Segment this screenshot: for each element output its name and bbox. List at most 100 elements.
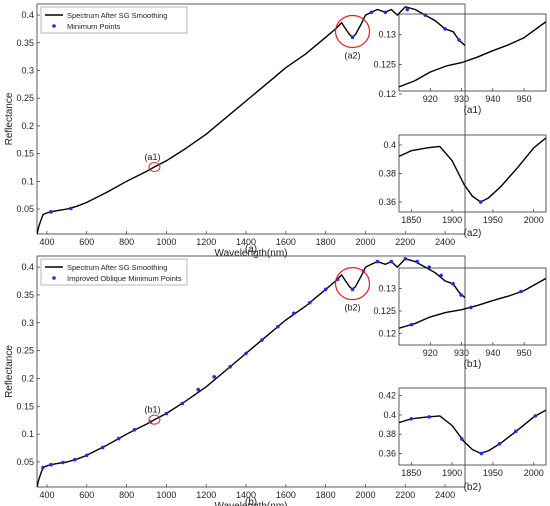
- legend-marker-swatch-a: [52, 24, 56, 28]
- y-tick-label-b1-2: 0.13: [378, 283, 396, 293]
- data-point-b-1-28: [439, 273, 443, 278]
- axes-frame-b: [36, 255, 466, 488]
- data-point-b-1-1: [49, 462, 53, 467]
- data-point-b-1-18: [307, 300, 312, 305]
- series-line-a2-0: [399, 137, 546, 203]
- data-point-a-1-4: [383, 10, 388, 15]
- y-tick-label-a-4: 0.25: [16, 93, 34, 103]
- x-tick-label-b2-1950: 1950: [483, 468, 503, 478]
- panel-a2: 1850 1900 1950 2000 0.36 0.38 0.4 (a2): [378, 134, 547, 239]
- panel-b: 400 600 800 1000 1200 1400 1600 1800 2000 2200 240…: [4, 255, 466, 506]
- axes-frame-b1: [398, 267, 547, 346]
- data-point-b1-1-1: [469, 305, 473, 310]
- data-point-b-1-12: [212, 374, 216, 379]
- data-point-a-1-5: [405, 7, 410, 12]
- x-tick-label-b-2000: 2000: [355, 490, 375, 500]
- data-point-a-1-0: [49, 210, 53, 214]
- y-tick-label-b1-1: 0.125: [373, 306, 396, 316]
- y-tick-label-a-3: 0.2: [21, 121, 34, 131]
- series-line-a1-0: [399, 21, 546, 88]
- data-point-b-1-17: [292, 311, 296, 316]
- y-axis-label-b: Reflectance: [4, 345, 15, 398]
- x-tick-label-a-1200: 1200: [196, 237, 216, 247]
- x-tick-label-b1-930: 930: [454, 348, 469, 358]
- data-point-b-1-26: [415, 259, 420, 264]
- data-point-b1-1-2: [519, 289, 523, 294]
- data-point-b-1-29: [451, 282, 455, 286]
- annotation-label-b-0: (b1): [144, 405, 160, 415]
- data-point-b2-1-5: [513, 429, 518, 434]
- data-point-b-1-0: [41, 465, 45, 470]
- y-tick-label-a-7: 0.4: [21, 10, 34, 20]
- x-tick-label-a2-2000: 2000: [524, 215, 544, 225]
- data-point-a-1-3: [369, 10, 374, 15]
- legend-entry-a-1: Minimum Points: [67, 22, 121, 31]
- data-point-b-1-30: [459, 293, 463, 297]
- axes-frame-a2: [398, 134, 547, 213]
- data-point-a2-1-0: [478, 200, 483, 204]
- y-axis-label-a: Reflectance: [4, 92, 15, 145]
- legend-box-a: [40, 6, 188, 34]
- data-point-b-1-13: [228, 364, 232, 369]
- caption-b: (b): [245, 497, 257, 506]
- y-tick-label-b2-0: 0.36: [378, 448, 396, 458]
- y-tick-label-a1-0: 0.12: [378, 89, 396, 99]
- caption-b1: (b1): [464, 359, 482, 370]
- data-point-b-1-25: [403, 256, 408, 261]
- y-tick-label-b-1: 0.1: [21, 429, 34, 439]
- x-axis-label-a: Wavelength(nm): [215, 248, 288, 259]
- highlight-circle-b-0: [148, 414, 161, 425]
- x-tick-label-b2-2000: 2000: [524, 468, 544, 478]
- y-tick-label-a-5: 0.3: [21, 66, 34, 76]
- x-tick-label-b-400: 400: [39, 490, 54, 500]
- highlight-circle-a-0: [148, 161, 161, 172]
- data-point-b-1-16: [276, 324, 280, 329]
- axes-frame-a1: [398, 13, 547, 92]
- y-tick-label-b-5: 0.3: [21, 318, 34, 328]
- series-line-b1-0: [399, 277, 546, 329]
- x-tick-label-b2-1900: 1900: [442, 468, 462, 478]
- y-tick-label-a2-2: 0.4: [383, 140, 396, 150]
- data-point-a-1-8: [457, 38, 461, 42]
- y-tick-label-b-0: 0.05: [16, 457, 34, 467]
- x-tick-label-a1-940: 940: [485, 94, 500, 104]
- data-point-b2-1-3: [479, 451, 484, 456]
- panel-b2: 1850 1900 1950 2000 0.36 0.38 0.4 0.42 (b2): [378, 387, 547, 493]
- data-point-b-1-24: [389, 259, 394, 264]
- y-tick-label-b-3: 0.2: [21, 373, 34, 383]
- caption-a: (a): [245, 244, 257, 255]
- data-point-b-1-9: [164, 411, 169, 416]
- legend-b: Spectrum After SG Smoothing Improved Obli…: [40, 258, 188, 286]
- panel-a1: 920 930 940 950 0.12 0.125 0.13 (a1): [373, 13, 547, 116]
- y-tick-label-b2-1: 0.38: [378, 429, 396, 439]
- data-point-b-1-21: [350, 287, 355, 292]
- x-tick-label-b-1000: 1000: [156, 490, 176, 500]
- data-point-b-1-4: [84, 453, 89, 458]
- x-tick-label-a2-1850: 1850: [401, 215, 421, 225]
- data-point-b1-1-0: [409, 322, 414, 327]
- x-tick-label-a-1000: 1000: [156, 237, 176, 247]
- x-tick-label-a-1400: 1400: [236, 237, 256, 247]
- x-tick-label-b2-1850: 1850: [401, 468, 421, 478]
- series-line-b-0: [37, 258, 465, 487]
- panel-b1: 920 930 940 950 0.12 0.125 0.13 (b1): [373, 267, 547, 370]
- x-tick-label-b-1400: 1400: [236, 490, 256, 500]
- x-tick-label-b1-920: 920: [423, 348, 438, 358]
- data-point-b-1-19: [323, 287, 328, 292]
- data-point-b-1-11: [196, 387, 201, 392]
- x-tick-label-a-2200: 2200: [395, 237, 415, 247]
- y-tick-label-a1-1: 0.125: [373, 59, 396, 69]
- data-point-a-1-1: [69, 206, 73, 211]
- y-tick-label-a-0: 0.05: [16, 204, 34, 214]
- data-point-b2-1-6: [533, 414, 538, 418]
- y-tick-label-b2-3: 0.42: [378, 391, 396, 401]
- data-point-b-1-14: [244, 351, 248, 356]
- y-tick-label-a-1: 0.1: [21, 176, 34, 186]
- highlight-circle-a-1: [334, 14, 371, 49]
- x-tick-label-a-1600: 1600: [276, 237, 296, 247]
- legend-entry-b-0: Spectrum After SG Smoothing: [67, 263, 167, 272]
- data-point-b2-1-1: [427, 415, 432, 419]
- panel-a: 400 600 800 1000 1200 1400 1600 1800 2000 2200 240…: [4, 3, 466, 259]
- x-tick-label-a2-1950: 1950: [483, 215, 503, 225]
